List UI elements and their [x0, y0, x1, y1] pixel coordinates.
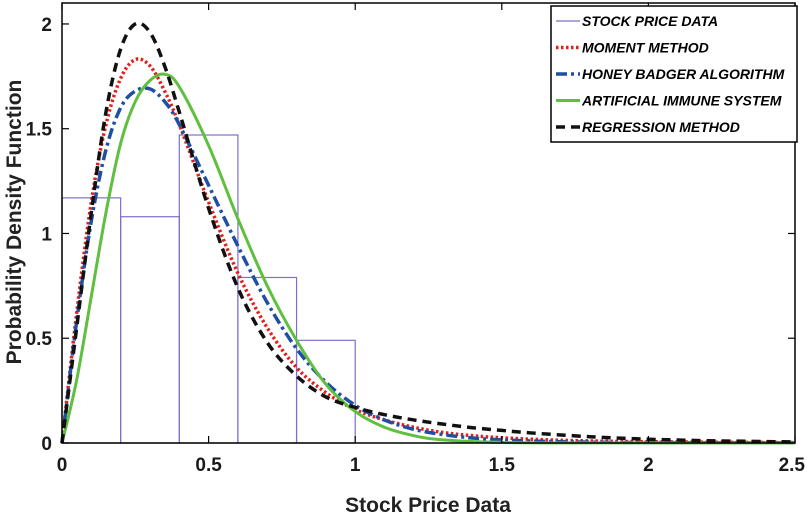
- x-tick-label: 2.5: [779, 455, 806, 476]
- y-tick-label: 1: [41, 224, 52, 245]
- legend: STOCK PRICE DATA MOMENT METHOD HONEY BADGE…: [550, 5, 798, 143]
- x-tick-label: 0.5: [195, 455, 222, 476]
- legend-box: [550, 5, 798, 143]
- x-axis-label: Stock Price Data: [345, 494, 511, 517]
- y-tick-label: 0: [41, 434, 52, 455]
- x-tick-labels: 0 0.5 1 1.5 2 2.5: [57, 455, 806, 476]
- series-line-honey-badger-algorithm: [60, 86, 796, 445]
- series-line-moment-method: [60, 57, 796, 445]
- legend-label: HONEY BADGER ALGORITHM: [582, 66, 785, 82]
- histogram-bar: [120, 216, 180, 444]
- y-tick-label: 1.5: [26, 120, 53, 141]
- histogram-bar: [178, 134, 239, 444]
- y-tick-label: 0.5: [26, 329, 53, 350]
- legend-label: REGRESSION METHOD: [582, 119, 740, 135]
- series-line-regression-method: [60, 21, 796, 444]
- plot-frame: [61, 2, 796, 444]
- legend-label: MOMENT METHOD: [582, 40, 709, 56]
- x-tick-label: 1: [350, 455, 361, 476]
- y-axis-label: Probability Density Function: [3, 80, 26, 365]
- axes: [61, 2, 796, 444]
- series-line-artificial-immune-system: [60, 72, 796, 445]
- histogram-bars: [61, 134, 356, 444]
- legend-label: STOCK PRICE DATA: [582, 13, 718, 29]
- y-tick-labels: 0 0.5 1 1.5 2: [26, 15, 53, 455]
- y-tick-label: 2: [41, 15, 52, 36]
- legend-label: ARTIFICIAL IMMUNE SYSTEM: [581, 93, 782, 109]
- x-tick-label: 0: [57, 455, 68, 476]
- x-tick-label: 1.5: [489, 455, 516, 476]
- legend-items: STOCK PRICE DATA MOMENT METHOD HONEY BADGE…: [556, 13, 785, 135]
- fitted-curves: [60, 21, 796, 445]
- x-tick-label: 2: [643, 455, 654, 476]
